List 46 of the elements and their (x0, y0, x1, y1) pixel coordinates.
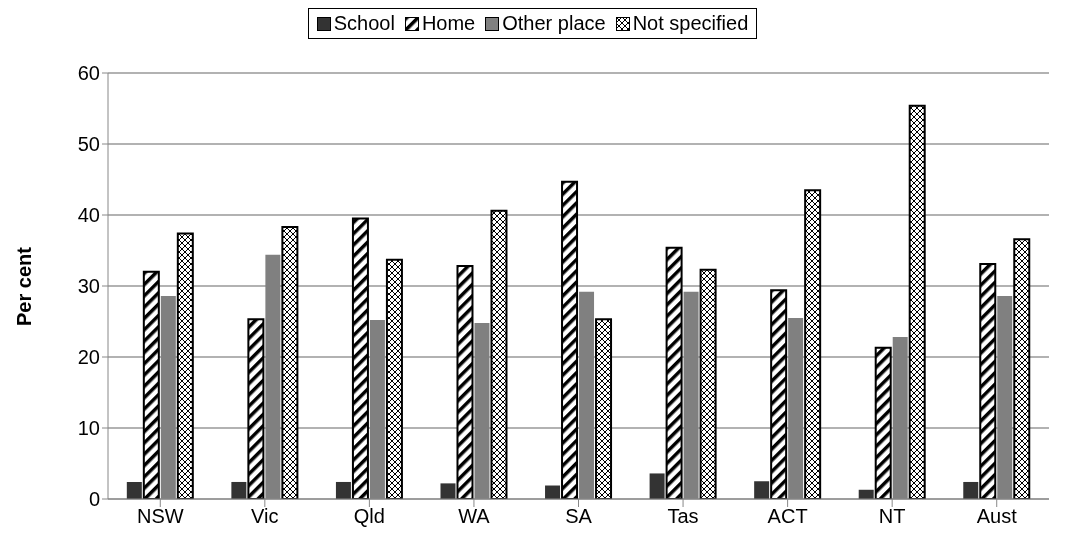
legend-label: Home (421, 12, 476, 35)
y-tick-label: 20 (77, 346, 100, 369)
bar (490, 209, 508, 499)
bar (979, 262, 997, 499)
x-tick-label: SA (565, 505, 593, 528)
bar (440, 483, 456, 499)
bar (649, 473, 665, 499)
bar (456, 265, 474, 499)
y-tick-label: 0 (88, 488, 100, 511)
y-axis-title: Per cent (13, 246, 36, 326)
x-tick-label: NT (878, 505, 906, 528)
bar (699, 268, 717, 499)
bar (335, 481, 351, 499)
y-tick-label: 40 (77, 204, 100, 227)
bar (281, 226, 299, 499)
legend-label: School (333, 12, 395, 35)
x-tick-label: Qld (353, 505, 385, 528)
y-tick-label: 50 (77, 133, 100, 156)
x-tick-label: NSW (136, 505, 184, 528)
bar (247, 318, 265, 499)
bar (874, 346, 892, 499)
bar (176, 232, 194, 499)
bar (963, 481, 979, 499)
bar (351, 217, 369, 499)
bar (231, 481, 247, 499)
legend-label: Other place (502, 12, 606, 35)
bar (804, 189, 822, 499)
x-tick-label: Vic (251, 505, 279, 528)
x-tick-label: ACT (767, 505, 808, 528)
bar (1013, 238, 1031, 499)
x-tick-label: Aust (976, 505, 1018, 528)
legend-label: Not specified (632, 12, 749, 35)
bar (126, 481, 142, 499)
bar (908, 104, 926, 499)
bar (142, 270, 160, 499)
bar (595, 318, 613, 499)
bar (561, 180, 579, 499)
bar (385, 258, 403, 499)
bar (770, 289, 788, 499)
x-tick-label: WA (458, 505, 491, 528)
bar (754, 481, 770, 499)
y-tick-label: 10 (77, 417, 100, 440)
y-tick-label: 60 (77, 62, 100, 85)
y-tick-label: 30 (77, 275, 100, 298)
bar (665, 246, 683, 499)
x-tick-label: Tas (667, 505, 699, 528)
